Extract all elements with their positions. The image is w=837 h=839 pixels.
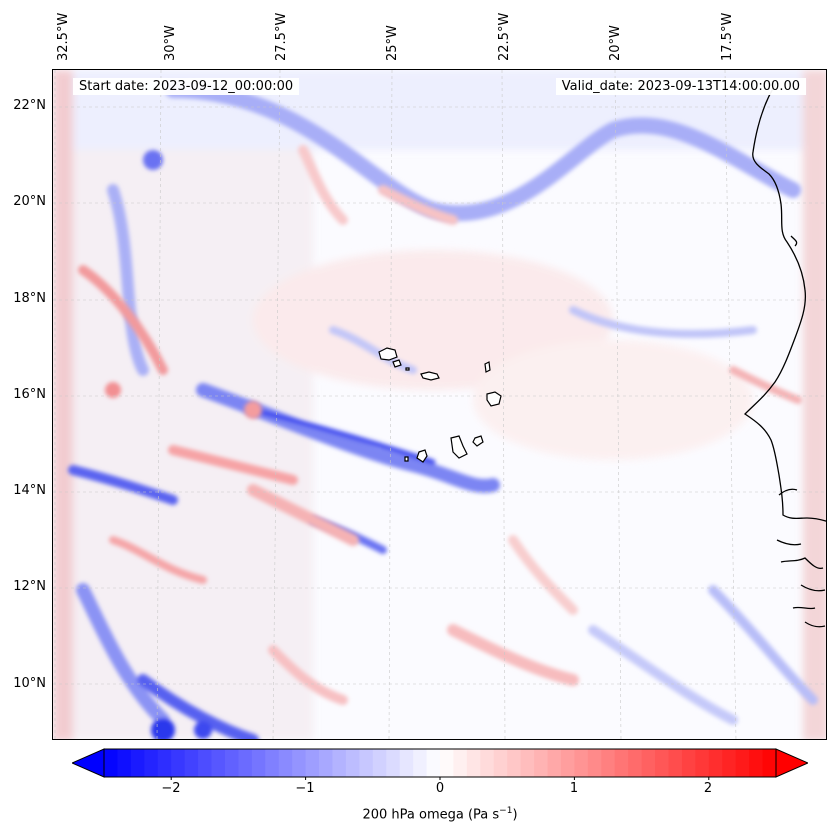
colorbar-bin — [493, 749, 508, 777]
colorbar-bin — [292, 749, 307, 777]
colorbar-extend-max — [775, 748, 808, 778]
graticule — [53, 70, 826, 739]
colorbar-bin — [668, 749, 683, 777]
colorbar-bin — [453, 749, 468, 777]
colorbar-bin — [762, 749, 777, 777]
colorbar-bin — [305, 749, 320, 777]
colorbar-tick-label-1: 1 — [569, 781, 579, 796]
colorbar-bin — [587, 749, 602, 777]
colorbar-bin — [749, 749, 764, 777]
colorbar-bin — [695, 749, 710, 777]
colorbar-tick-label-2: 2 — [703, 781, 713, 796]
colorbar — [72, 748, 808, 780]
colorbar-tick-label-0: 0 — [435, 781, 445, 796]
colorbar-bin — [722, 749, 737, 777]
lon-label-27.5w: 27.5°W — [274, 12, 289, 61]
colorbar-bin — [251, 749, 266, 777]
colorbar-bin — [426, 749, 441, 777]
lat-label-20n: 20°N — [13, 194, 46, 209]
lat-label-14n: 14°N — [13, 483, 46, 498]
lat-label-10n: 10°N — [13, 676, 46, 691]
colorbar-bin — [735, 749, 750, 777]
lon-label-25w: 25°W — [385, 25, 400, 61]
colorbar-bin — [547, 749, 562, 777]
coastline — [743, 81, 826, 628]
colorbar-bin — [359, 749, 374, 777]
colorbar-tick-label-neg2: −2 — [161, 781, 181, 796]
cape-verde-islands — [378, 347, 502, 463]
lat-label-22n: 22°N — [13, 98, 46, 113]
colorbar-bin — [265, 749, 280, 777]
colorbar-label-text: 200 hPa omega (Pa s — [362, 807, 500, 823]
lon-label-20w: 20°W — [608, 25, 623, 61]
omega-field-map — [53, 70, 826, 739]
colorbar-bin — [708, 749, 723, 777]
colorbar-bin — [238, 749, 253, 777]
colorbar-bin — [440, 749, 454, 777]
colorbar-bin — [345, 749, 360, 777]
lon-label-17.5w: 17.5°W — [720, 12, 735, 61]
lat-label-18n: 18°N — [13, 291, 46, 306]
colorbar-bin — [171, 749, 186, 777]
lat-label-12n: 12°N — [13, 579, 46, 594]
colorbar-bin — [104, 749, 118, 777]
colorbar-bin — [386, 749, 401, 777]
colorbar-bin — [520, 749, 535, 777]
colorbar-bin — [198, 749, 213, 777]
start-date-label: Start date: 2023-09-12_00:00:00 — [73, 78, 300, 95]
colorbar-label-exponent: −1 — [499, 806, 513, 816]
colorbar-extend-min — [72, 748, 105, 778]
colorbar-bin — [628, 749, 643, 777]
colorbar-bin — [681, 749, 696, 777]
lon-label-32.5w: 32.5°W — [56, 12, 71, 61]
colorbar-bin — [641, 749, 656, 777]
colorbar-bin — [399, 749, 414, 777]
colorbar-bin — [574, 749, 589, 777]
lon-label-30w: 30°W — [163, 25, 178, 61]
colorbar-bin — [117, 749, 132, 777]
colorbar-bin — [130, 749, 145, 777]
colorbar-bin — [480, 749, 495, 777]
colorbar-bin — [184, 749, 199, 777]
colorbar-bin — [655, 749, 669, 777]
colorbar-bin — [507, 749, 522, 777]
colorbar-bin — [614, 749, 629, 777]
colorbar-bin — [560, 749, 575, 777]
colorbar-bin — [601, 749, 616, 777]
colorbar-bin — [372, 749, 387, 777]
colorbar-label: 200 hPa omega (Pa s−1) — [0, 806, 837, 822]
colorbar-bin — [224, 749, 239, 777]
colorbar-bin — [157, 749, 172, 777]
colorbar-bin — [319, 749, 333, 777]
colorbar-bin — [211, 749, 226, 777]
valid-date-label: Valid_date: 2023-09-13T14:00:00.00 — [555, 78, 806, 95]
colorbar-bin — [534, 749, 549, 777]
lon-label-22.5w: 22.5°W — [497, 12, 512, 61]
colorbar-bin — [466, 749, 481, 777]
colorbar-bin — [332, 749, 347, 777]
colorbar-bin — [413, 749, 428, 777]
colorbar-bin — [144, 749, 159, 777]
lat-label-16n: 16°N — [13, 387, 46, 402]
colorbar-tick-label-neg1: −1 — [295, 781, 315, 796]
field-positive-omega — [78, 145, 802, 705]
colorbar-bins — [104, 749, 777, 777]
colorbar-bin — [278, 749, 293, 777]
colorbar-tick-marks — [170, 777, 710, 780]
colorbar-label-close: ) — [512, 807, 518, 823]
map-panel[interactable]: Start date: 2023-09-12_00:00:00 Valid_da… — [52, 69, 827, 740]
